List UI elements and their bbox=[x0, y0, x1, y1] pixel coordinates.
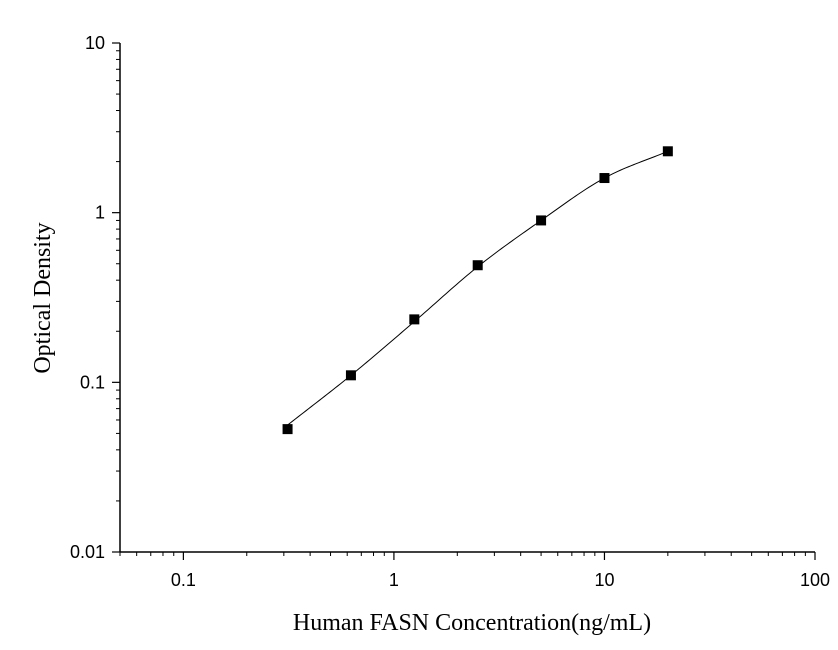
data-point bbox=[662, 146, 673, 157]
x-tick-label: 1 bbox=[389, 570, 399, 590]
y-tick-label: 0.01 bbox=[70, 542, 105, 562]
data-markers bbox=[282, 146, 673, 435]
data-point bbox=[472, 260, 483, 271]
x-tick-label: 0.1 bbox=[171, 570, 196, 590]
data-point bbox=[409, 314, 420, 325]
data-point bbox=[599, 173, 610, 184]
y-tick-label: 1 bbox=[95, 203, 105, 223]
x-axis-title: Human FASN Concentration(ng/mL) bbox=[293, 610, 651, 636]
y-tick-label: 10 bbox=[85, 33, 105, 53]
tick-labels: 0.01 0.1 1 10 0.1 1 10 100 bbox=[70, 33, 830, 590]
ticks bbox=[112, 42, 816, 560]
data-point bbox=[282, 424, 293, 435]
fit-curve bbox=[287, 150, 669, 426]
x-tick-label: 10 bbox=[594, 570, 614, 590]
data-point bbox=[345, 370, 356, 381]
y-tick-label: 0.1 bbox=[80, 372, 105, 392]
x-tick-label: 100 bbox=[800, 570, 830, 590]
axes bbox=[119, 43, 815, 553]
y-axis-title: Optical Density bbox=[30, 222, 56, 373]
data-point bbox=[536, 215, 547, 226]
